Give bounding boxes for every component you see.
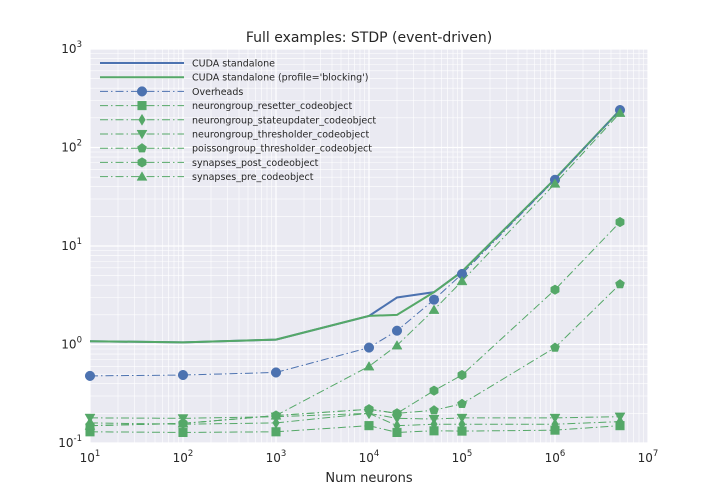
y-tick-labels: 10-1 100 101 102 103 xyxy=(58,40,82,450)
data-point xyxy=(615,279,625,289)
legend-marker xyxy=(136,171,148,181)
data-point xyxy=(457,398,467,408)
series-layer xyxy=(84,104,626,437)
legend-item: Overheads xyxy=(100,86,243,98)
y-tick-label: 101 xyxy=(61,237,82,253)
legend-label: synapses_post_codeobject xyxy=(192,158,319,169)
data-point xyxy=(551,418,559,431)
data-point xyxy=(428,294,440,305)
x-tick-label: 101 xyxy=(80,449,101,465)
data-point xyxy=(550,342,560,352)
legend-item: CUDA standalone (profile='blocking') xyxy=(100,73,368,84)
legend-marker xyxy=(137,157,147,168)
data-point xyxy=(177,369,189,381)
x-tick-label: 107 xyxy=(638,449,659,465)
data-point xyxy=(549,178,561,188)
series-8 xyxy=(84,107,626,430)
x-tick-labels: 101 102 103 104 105 106 107 xyxy=(80,449,659,465)
data-point xyxy=(458,418,466,431)
data-point xyxy=(363,342,375,353)
legend-item: neurongroup_resetter_codeobject xyxy=(100,101,353,112)
legend: CUDA standalone CUDA standalone (profile=… xyxy=(100,59,376,183)
y-tick-label: 10-1 xyxy=(58,434,82,450)
legend-marker xyxy=(137,101,147,111)
data-point xyxy=(84,420,96,430)
data-point xyxy=(272,416,280,429)
x-tick-label: 105 xyxy=(452,449,473,465)
data-point xyxy=(363,361,375,371)
data-point xyxy=(428,304,440,314)
data-point xyxy=(391,325,403,336)
data-point xyxy=(456,275,468,286)
series-line xyxy=(89,109,621,344)
data-point xyxy=(393,419,401,432)
legend-label: neurongroup_stateupdater_codeobject xyxy=(192,115,376,126)
legend-label: synapses_pre_codeobject xyxy=(192,172,314,183)
data-point xyxy=(392,408,402,419)
legend-item: poissongroup_thresholder_codeobject xyxy=(100,143,372,155)
data-point xyxy=(429,405,439,415)
data-point xyxy=(270,410,282,420)
y-tick-label: 103 xyxy=(61,40,82,56)
data-point xyxy=(177,418,189,428)
data-point xyxy=(457,369,467,381)
data-point xyxy=(391,340,403,350)
data-point xyxy=(550,284,560,295)
legend-label: neurongroup_resetter_codeobject xyxy=(192,101,353,112)
x-axis-label: Num neurons xyxy=(325,471,412,486)
data-point xyxy=(615,216,625,228)
series-line xyxy=(89,412,621,420)
y-tick-label: 100 xyxy=(61,336,82,352)
data-point xyxy=(270,367,282,378)
series-line xyxy=(89,425,621,433)
data-point xyxy=(428,415,440,425)
legend-item: synapses_pre_codeobject xyxy=(100,171,314,183)
legend-marker xyxy=(138,113,146,126)
legend-marker xyxy=(136,129,148,140)
data-point xyxy=(549,413,561,424)
x-tick-label: 104 xyxy=(359,449,380,465)
legend-label: Overheads xyxy=(192,87,243,98)
legend-item: neurongroup_stateupdater_codeobject xyxy=(100,113,376,126)
data-point xyxy=(429,385,439,396)
legend-marker xyxy=(137,143,147,153)
x-tick-label: 102 xyxy=(173,449,194,465)
data-point xyxy=(84,370,96,381)
data-point xyxy=(84,413,96,424)
chart-title: Full examples: STDP (event-driven) xyxy=(246,30,492,46)
legend-item: CUDA standalone xyxy=(100,59,275,70)
series-1 xyxy=(89,109,621,344)
x-tick-label: 103 xyxy=(266,449,287,465)
legend-marker xyxy=(136,86,148,97)
data-point xyxy=(364,421,374,431)
legend-label: neurongroup_thresholder_codeobject xyxy=(192,130,369,141)
x-tick-label: 106 xyxy=(545,449,566,465)
data-point xyxy=(364,404,374,415)
legend-label: poissongroup_thresholder_codeobject xyxy=(192,144,372,155)
legend-item: neurongroup_thresholder_codeobject xyxy=(100,130,369,141)
y-tick-label: 102 xyxy=(61,139,82,155)
legend-label: CUDA standalone (profile='blocking') xyxy=(192,73,368,84)
data-point xyxy=(456,413,468,424)
legend-item: synapses_post_codeobject xyxy=(100,157,319,169)
legend-label: CUDA standalone xyxy=(192,59,275,70)
data-point xyxy=(614,412,626,422)
data-point xyxy=(614,107,626,117)
